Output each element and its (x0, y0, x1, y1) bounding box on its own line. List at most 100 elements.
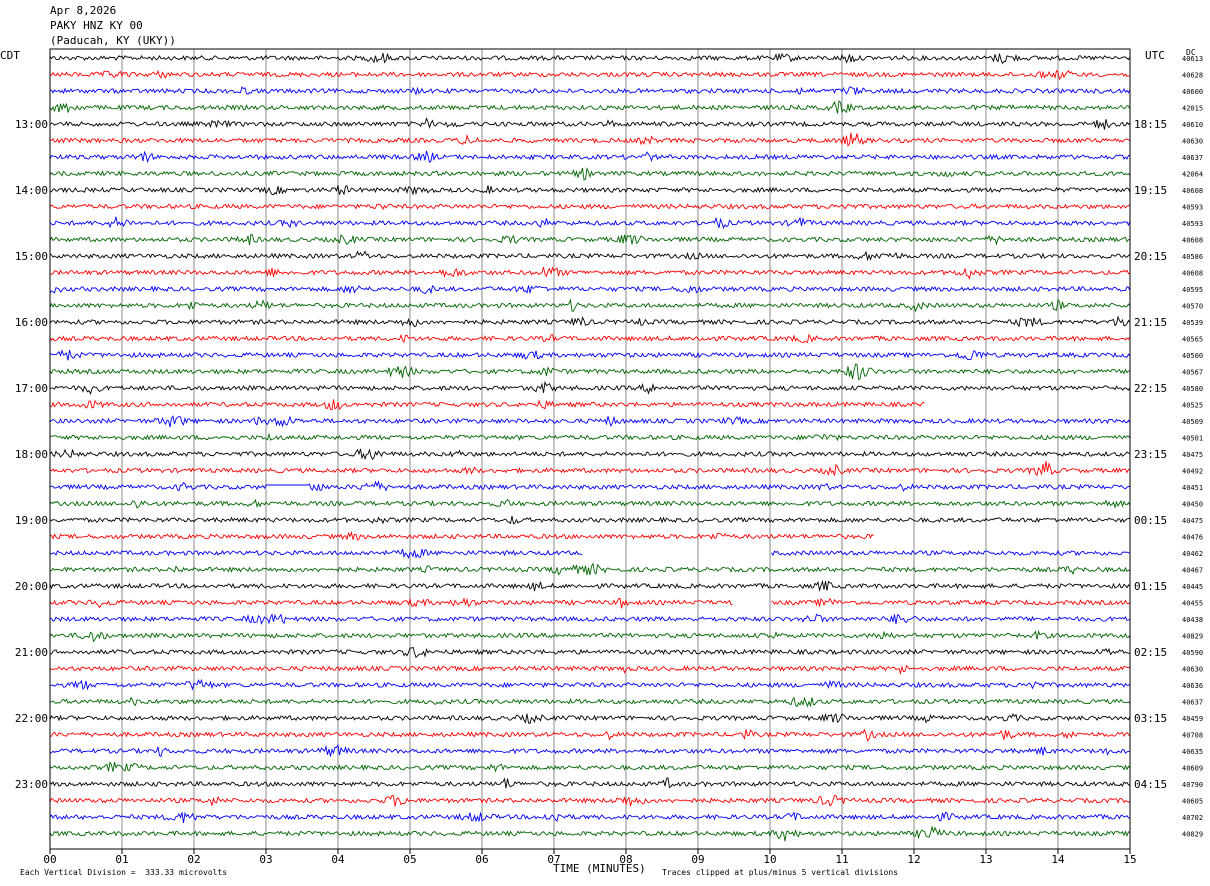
right-hour-01:15: 01:15 (1134, 580, 1167, 593)
trace-40 (49, 713, 1131, 724)
left-hour-16:00: 16:00 (15, 316, 48, 329)
left-hour-14:00: 14:00 (15, 184, 48, 197)
left-hour-23:00: 23:00 (15, 778, 48, 791)
trace-47 (49, 825, 1131, 842)
right-hour-21:15: 21:15 (1134, 316, 1167, 329)
trace-28 (49, 515, 1131, 525)
dc-value-39: 40637 (1182, 699, 1203, 707)
trace-31 (49, 562, 1131, 576)
left-hour-15:00: 15:00 (15, 250, 48, 263)
dc-value-21: 40525 (1182, 402, 1203, 410)
x-axis-label: TIME (MINUTES) (553, 862, 646, 875)
right-hour-04:15: 04:15 (1134, 778, 1167, 791)
trace-3 (49, 100, 1131, 114)
dc-value-46: 40702 (1182, 814, 1203, 822)
trace-9 (49, 203, 1131, 210)
trace-41 (50, 728, 1131, 742)
dc-value-1: 40628 (1182, 72, 1203, 80)
dc-offset-labels: 40613 40628 40600 42015 40610 40630 40637 42064… (1182, 55, 1203, 839)
header-station: PAKY HNZ KY 00 (50, 19, 143, 32)
trace-6 (49, 150, 1131, 164)
dc-value-31: 40467 (1182, 567, 1203, 575)
trace-42 (49, 743, 1131, 758)
dc-value-30: 40462 (1182, 550, 1203, 558)
dc-value-5: 40630 (1182, 138, 1203, 146)
trace-20 (49, 380, 1131, 396)
right-timezone-label: UTC (1145, 49, 1165, 62)
trace-12 (49, 250, 1131, 262)
dc-label: DC (1186, 48, 1196, 57)
trace-43 (49, 761, 1131, 773)
left-hour-20:00: 20:00 (15, 580, 48, 593)
dc-value-40: 40459 (1182, 715, 1203, 723)
dc-value-45: 40605 (1182, 798, 1203, 806)
minute-gridlines (121, 49, 1059, 849)
trace-36 (49, 646, 1131, 659)
x-tick-label-01: 01 (115, 853, 128, 866)
left-hour-21:00: 21:00 (15, 646, 48, 659)
trace-45 (49, 794, 1131, 807)
plot-frame (49, 48, 1131, 850)
dc-value-33: 40455 (1182, 600, 1203, 608)
x-tick-label-06: 06 (475, 853, 488, 866)
trace-30 (49, 548, 1131, 560)
right-hour-labels: 18:15 19:15 20:15 21:15 22:15 23:15 00:15 01:15… (1134, 118, 1167, 791)
x-tick-label-12: 12 (907, 853, 920, 866)
trace-17 (49, 333, 1131, 344)
dc-value-6: 40637 (1182, 154, 1203, 162)
header-location: (Paducah, KY (UKY)) (50, 34, 176, 47)
dc-value-20: 40580 (1182, 385, 1203, 393)
x-tick-label-05: 05 (403, 853, 416, 866)
dc-value-10: 40593 (1182, 220, 1203, 228)
trace-21 (49, 399, 925, 411)
dc-value-11: 40608 (1182, 237, 1203, 245)
trace-16 (49, 315, 1131, 328)
right-hour-22:15: 22:15 (1134, 382, 1167, 395)
right-hour-23:15: 23:15 (1134, 448, 1167, 461)
dc-value-2: 40600 (1182, 88, 1203, 96)
x-tick-label-14: 14 (1051, 853, 1065, 866)
trace-26 (49, 480, 1131, 493)
trace-24 (49, 448, 1131, 461)
left-hour-labels: 13:00 14:00 15:00 16:00 17:00 18:00 19:00 20:00… (15, 118, 48, 791)
trace-44 (49, 777, 1131, 789)
dc-value-12: 40586 (1182, 253, 1203, 261)
header-date: Apr 8,2026 (50, 4, 117, 17)
trace-4 (49, 117, 1131, 130)
right-hour-00:15: 00:15 (1134, 514, 1167, 527)
x-tick-label-13: 13 (979, 853, 992, 866)
dc-value-25: 40492 (1182, 468, 1203, 476)
dc-value-26: 40451 (1182, 484, 1203, 492)
x-tick-label-08: 08 (619, 853, 632, 866)
x-tick-label-09: 09 (691, 853, 704, 866)
trace-37 (49, 664, 1131, 676)
x-tick-labels: 00 01 02 03 04 05 06 07 08 09 10 11 12 13 14 15 (43, 849, 1137, 866)
trace-33 (49, 597, 1131, 609)
trace-22 (49, 415, 1131, 428)
dc-value-43: 40609 (1182, 765, 1203, 773)
dc-value-0: 40613 (1182, 55, 1203, 63)
dc-value-41: 40708 (1182, 732, 1203, 740)
dc-value-47: 40829 (1182, 831, 1203, 839)
trace-32 (49, 579, 1131, 592)
trace-2 (49, 86, 1131, 96)
dc-value-23: 40501 (1182, 435, 1203, 443)
trace-10 (49, 216, 1131, 230)
dc-value-32: 40445 (1182, 583, 1203, 591)
trace-18 (49, 349, 1131, 361)
x-tick-label-07: 07 (547, 853, 560, 866)
trace-46 (49, 811, 1131, 823)
dc-value-28: 40475 (1182, 517, 1203, 525)
trace-34 (49, 613, 1131, 625)
left-hour-13:00: 13:00 (15, 118, 48, 131)
dc-value-22: 40509 (1182, 418, 1203, 426)
dc-value-14: 40595 (1182, 286, 1203, 294)
x-tick-label-04: 04 (331, 853, 345, 866)
x-tick-label-02: 02 (187, 853, 200, 866)
dc-value-36: 40590 (1182, 649, 1203, 657)
dc-value-18: 40500 (1182, 352, 1203, 360)
dc-value-38: 40636 (1182, 682, 1203, 690)
left-hour-17:00: 17:00 (15, 382, 48, 395)
trace-13 (49, 266, 1131, 280)
